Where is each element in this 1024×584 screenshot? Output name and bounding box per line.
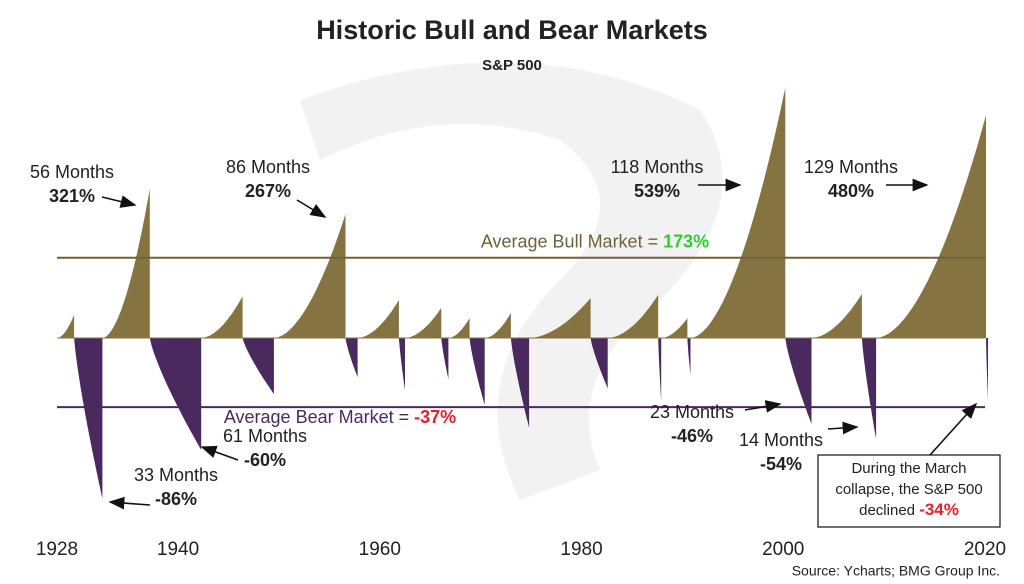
bear-market [986, 338, 988, 402]
note-text: collapse, the S&P 500 [835, 481, 982, 498]
x-tick-label: 1960 [359, 539, 401, 560]
plot [57, 87, 988, 499]
bull-market [529, 298, 591, 338]
bull-market [811, 293, 862, 338]
bull-market [273, 214, 346, 338]
bull-market [357, 299, 399, 338]
x-tick-label: 1928 [36, 539, 78, 560]
note-line: declined -34% [859, 500, 959, 519]
bull-market [201, 296, 243, 338]
bear-market [469, 338, 485, 406]
arrow [827, 421, 859, 435]
annotation-duration: 129 Months [804, 157, 898, 177]
arrow [296, 199, 327, 218]
arrow [744, 400, 782, 413]
annotation-change: 267% [245, 181, 291, 201]
bull-market [690, 87, 786, 338]
chart-subtitle: S&P 500 [482, 57, 542, 74]
average-value: -37% [414, 407, 456, 427]
bear-market [658, 338, 662, 402]
bear-market [398, 338, 405, 391]
annotation-duration: 118 Months [611, 157, 704, 177]
chart-title: Historic Bull and Bear Markets [316, 15, 708, 45]
arrow [929, 402, 978, 456]
bull-market [57, 314, 75, 338]
bull-market [607, 294, 659, 338]
annotation-change: 539% [634, 181, 680, 201]
average-value: 173% [663, 231, 709, 251]
annotation-duration: 23 Months [650, 402, 734, 422]
source: Source: Ycharts; BMG Group Inc. [792, 563, 1000, 579]
average-label: Average Bear Market = [224, 407, 409, 427]
bear-market [785, 338, 812, 424]
average-label: Average Bull Market = [481, 231, 658, 251]
arrow [101, 195, 137, 208]
annotation-change: 480% [828, 181, 874, 201]
bear-market [441, 338, 449, 380]
annotation-change: -86% [155, 489, 197, 509]
arrow [108, 496, 151, 510]
bear-market [149, 338, 202, 450]
bear-market [687, 338, 691, 376]
x-tick-label: 2000 [762, 539, 804, 560]
bear-market [861, 338, 877, 439]
arrow [200, 445, 239, 461]
note-line: During the March [851, 460, 966, 477]
note-text: During the March [851, 460, 966, 477]
note-text: declined [859, 502, 915, 519]
annotation-duration: 14 Months [739, 430, 823, 450]
watermark [300, 62, 723, 501]
annotation-duration: 86 Months [226, 157, 310, 177]
x-tick-label: 1940 [157, 539, 199, 560]
bull-market [661, 318, 688, 338]
annotation-change: 321% [49, 186, 95, 206]
bear-market [242, 338, 274, 394]
bear-market [74, 338, 103, 499]
bull-market [484, 312, 511, 338]
average-bear-label: Average Bear Market = -37% [224, 407, 456, 427]
average-bull-label: Average Bull Market = 173% [481, 231, 709, 251]
annotation-change: -54% [760, 454, 802, 474]
annotation-change: -60% [244, 450, 286, 470]
annotation-duration: 61 Months [223, 426, 307, 446]
bear-market [590, 338, 608, 389]
note-line: collapse, the S&P 500 [835, 481, 982, 498]
note-box [817, 454, 1001, 528]
note-change: -34% [919, 500, 959, 519]
annotation-duration: 33 Months [134, 465, 218, 485]
bull-market [876, 115, 986, 338]
annotation-change: -46% [671, 426, 713, 446]
x-tick-label: 2020 [964, 539, 1006, 560]
bear-market [345, 338, 358, 378]
bear-market [510, 338, 530, 428]
x-tick-label: 1980 [560, 539, 602, 560]
annotation-duration: 56 Months [30, 162, 114, 182]
bull-market [448, 318, 470, 338]
bull-market [102, 189, 150, 338]
bull-market [405, 307, 442, 338]
